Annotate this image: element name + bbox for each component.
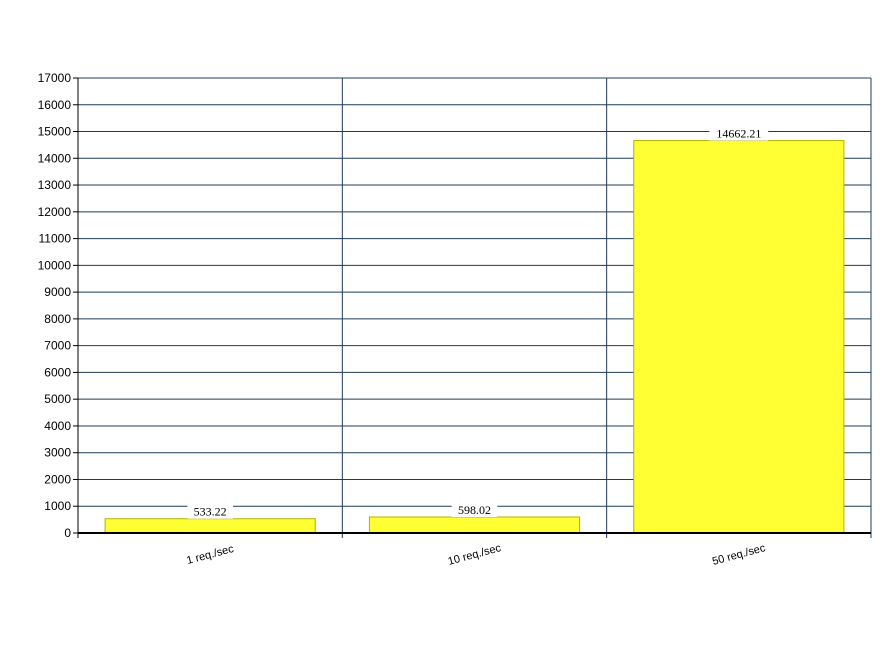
- bar: [633, 140, 845, 534]
- x-tick-label: 50 req./sec: [711, 542, 767, 568]
- data-label: 598.02: [458, 503, 491, 517]
- y-tick-label: 12000: [38, 205, 72, 219]
- x-tick-label: 1 req./sec: [185, 543, 235, 567]
- bars: [104, 140, 845, 534]
- y-tick-label: 11000: [39, 232, 72, 246]
- data-label: 533.22: [194, 505, 227, 519]
- y-tick-label: 15000: [38, 125, 72, 139]
- y-tick-label: 7000: [44, 339, 71, 353]
- y-tick-label: 13000: [38, 178, 72, 192]
- bar: [104, 518, 316, 534]
- y-tick-label: 8000: [44, 312, 71, 326]
- y-tick-label: 0: [64, 526, 71, 540]
- x-tick-label: 10 req./sec: [447, 542, 503, 568]
- y-tick-label: 14000: [38, 151, 72, 165]
- data-label-bg: [451, 502, 498, 517]
- data-label-bg: [187, 504, 233, 519]
- y-tick-label: 6000: [44, 365, 71, 379]
- y-tick-label: 1000: [44, 499, 71, 513]
- data-label: 14662.21: [716, 127, 761, 141]
- y-tick-label: 17000: [38, 71, 72, 85]
- y-tick-label: 4000: [44, 419, 71, 433]
- axes: [73, 77, 871, 538]
- y-tick-label: 10000: [38, 258, 72, 272]
- y-tick-label: 9000: [44, 285, 71, 299]
- bar: [368, 516, 581, 534]
- y-tick-label: 5000: [44, 392, 71, 406]
- y-tick-label: 2000: [44, 472, 71, 486]
- y-tick-label: 3000: [44, 446, 71, 460]
- data-label-bg: [709, 126, 769, 141]
- y-tick-label: 16000: [38, 98, 72, 112]
